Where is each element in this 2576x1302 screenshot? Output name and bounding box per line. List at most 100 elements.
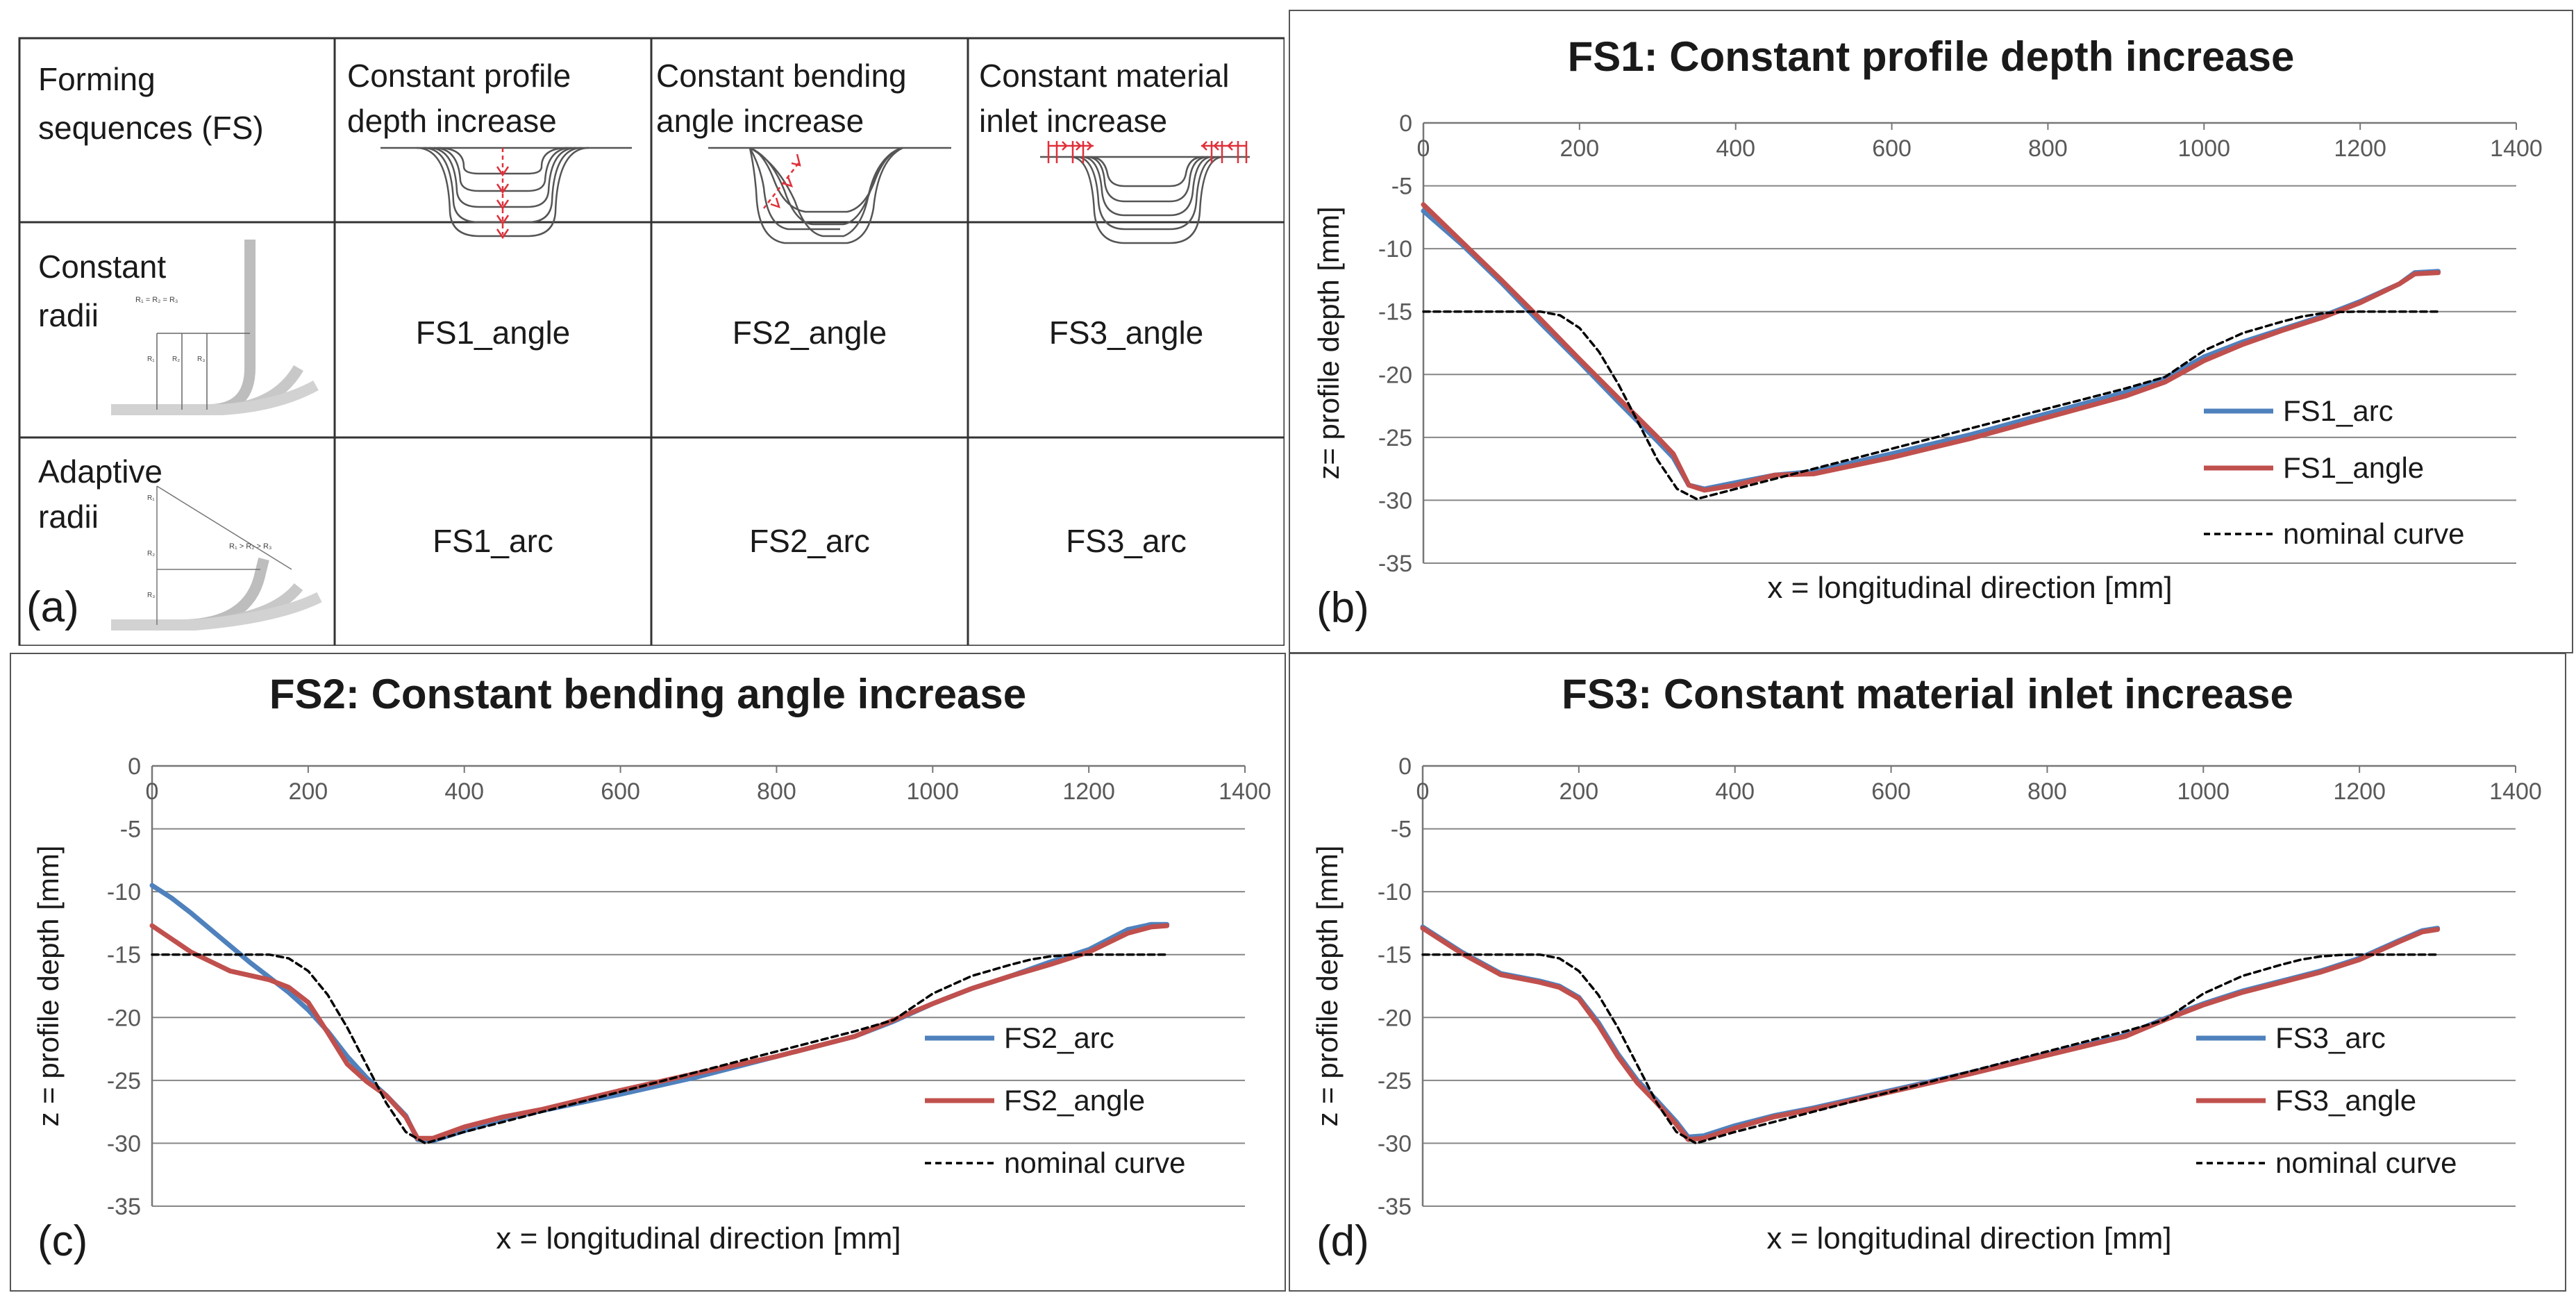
header-profile-depth-line2: depth increase [347, 103, 557, 139]
y-tick-label: -30 [1378, 1130, 1412, 1157]
panel-label-a: (a) [26, 583, 79, 631]
chart-title: FS1: Constant profile depth increase [1568, 33, 2295, 80]
svg-text:R₃: R₃ [197, 356, 205, 363]
x-tick-label: 800 [2027, 778, 2067, 805]
header-material-inlet-line2: inlet increase [979, 103, 1167, 139]
header-profile-depth-line1: Constant profile [347, 58, 571, 94]
y-tick-label: 0 [1398, 753, 1412, 780]
y-tick-label: -10 [1378, 879, 1412, 905]
y-tick-label: -5 [1391, 817, 1412, 843]
x-tick-label: 800 [757, 778, 796, 805]
y-tick-label: -20 [1378, 1005, 1412, 1031]
x-tick-label: 600 [1871, 778, 1911, 805]
y-tick-label: -25 [107, 1068, 141, 1094]
row-label-constant-radii-line2: radii [38, 297, 99, 333]
row-label-adaptive-radii-line2: radii [38, 499, 99, 535]
series-line-nominal-curve [151, 953, 1169, 1145]
x-tick-label: 400 [1716, 135, 1755, 162]
header-bending-angle-line2: angle increase [656, 103, 864, 139]
cell-fs3-arc: FS3_arc [1066, 523, 1187, 559]
chart-title: FS3: Constant material inlet increase [1562, 671, 2293, 717]
y-tick-label: -25 [1378, 1068, 1412, 1094]
chart-panel-d: 0-5-10-15-20-25-30-350 200 400 600 800 1000 12… [1289, 653, 2566, 1292]
svg-text:R₂: R₂ [172, 356, 180, 363]
forming-sequence-table: Forming sequences (FS) Constant profile … [0, 0, 1285, 646]
legend-label: nominal curve [2275, 1146, 2457, 1179]
x-tick-label: 1000 [2177, 778, 2230, 805]
legend-label: FS2_angle [1004, 1084, 1145, 1117]
series-line-nominal-curve [1421, 953, 2439, 1145]
panel-label: (c) [37, 1217, 87, 1265]
legend-label: FS3_arc [2275, 1021, 2386, 1054]
cell-fs1-angle: FS1_angle [416, 315, 571, 351]
y-tick-label: -35 [107, 1194, 141, 1220]
x-tick-label: 1200 [2333, 778, 2386, 805]
y-tick-label: 0 [128, 753, 141, 780]
x-tick-label: 200 [1559, 135, 1599, 162]
panel-frame [1289, 653, 2566, 1292]
y-tick-label: -20 [1378, 362, 1412, 388]
legend-label: FS1_arc [2283, 394, 2393, 427]
panel-label: (d) [1316, 1217, 1369, 1265]
panel-label: (b) [1316, 584, 1369, 632]
y-tick-label: -10 [1378, 236, 1412, 262]
y-tick-label: -15 [1378, 942, 1412, 969]
constant-radii-schematic: R₁ = R₂ = R₃ R₁ R₂ R₃ [111, 240, 319, 415]
cell-fs2-arc: FS2_arc [749, 523, 870, 559]
material-inlet-schematic [1040, 141, 1250, 244]
x-axis-label: x = longitudinal direction [mm] [1767, 571, 2172, 605]
y-tick-label: 0 [1399, 110, 1412, 137]
y-tick-label: -5 [120, 817, 141, 843]
y-tick-label: -20 [107, 1005, 141, 1031]
row-label-adaptive-radii-line1: Adaptive [38, 453, 162, 490]
x-axis-label: x = longitudinal direction [mm] [496, 1221, 901, 1255]
y-tick-label: -25 [1378, 425, 1412, 451]
chart-title: FS2: Constant bending angle increase [269, 671, 1026, 717]
x-tick-label: 800 [2028, 135, 2068, 162]
profile-depth-schematic [380, 147, 632, 240]
x-tick-label: 0 [146, 778, 159, 805]
svg-text:R₁: R₁ [147, 356, 155, 363]
x-axis-label: x = longitudinal direction [mm] [1766, 1221, 2171, 1255]
svg-text:R₁ = R₂ = R₃: R₁ = R₂ = R₃ [135, 296, 178, 304]
chart-panel-c: 0-5-10-15-20-25-30-350 200 400 600 800 1000 12… [10, 653, 1286, 1292]
cell-fs2-angle: FS2_angle [733, 315, 887, 351]
series-line-fs3-angle [1420, 926, 2441, 1142]
y-tick-label: -15 [1378, 299, 1412, 326]
y-tick-label: -35 [1378, 551, 1412, 577]
svg-text:R₁ > R₂ > R₃: R₁ > R₂ > R₃ [229, 542, 271, 551]
svg-text:R₁: R₁ [147, 494, 155, 502]
x-tick-label: 0 [1417, 135, 1430, 162]
y-axis-label: z= profile depth [mm] [1312, 206, 1345, 479]
y-tick-label: -5 [1391, 174, 1412, 200]
legend-label: FS1_angle [2283, 451, 2424, 484]
series-line-fs2-angle [149, 923, 1170, 1141]
x-tick-label: 200 [288, 778, 328, 805]
y-tick-label: -35 [1378, 1194, 1412, 1220]
y-axis-label: z = profile depth [mm] [1311, 845, 1344, 1126]
chart-panel-b: 0-5-10-15-20-25-30-350 200 400 600 800 1000 12… [1289, 10, 2573, 653]
legend-label: FS2_arc [1004, 1021, 1114, 1054]
x-tick-label: 400 [1715, 778, 1755, 805]
svg-text:R₃: R₃ [147, 592, 155, 599]
x-tick-label: 600 [601, 778, 640, 805]
x-tick-label: 1000 [906, 778, 959, 805]
row-label-constant-radii-line1: Constant [38, 249, 166, 285]
series-line-fs1-angle [1421, 202, 2441, 493]
cell-fs1-arc: FS1_arc [433, 523, 553, 559]
panel-frame [1289, 10, 2573, 653]
x-tick-label: 1400 [1219, 778, 1271, 805]
x-tick-label: 1400 [2489, 778, 2542, 805]
x-tick-label: 1000 [2177, 135, 2230, 162]
table-grid [18, 37, 1285, 646]
cell-fs3-angle: FS3_angle [1049, 315, 1204, 351]
x-tick-label: 0 [1416, 778, 1430, 805]
y-tick-label: -10 [107, 879, 141, 905]
legend-label: nominal curve [1004, 1146, 1185, 1179]
header-forming-sequences-line2: sequences (FS) [38, 110, 264, 146]
y-tick-label: -30 [1378, 487, 1412, 514]
x-tick-label: 1400 [2490, 135, 2543, 162]
svg-text:R₂: R₂ [147, 550, 155, 558]
legend-label: FS3_angle [2275, 1084, 2416, 1117]
